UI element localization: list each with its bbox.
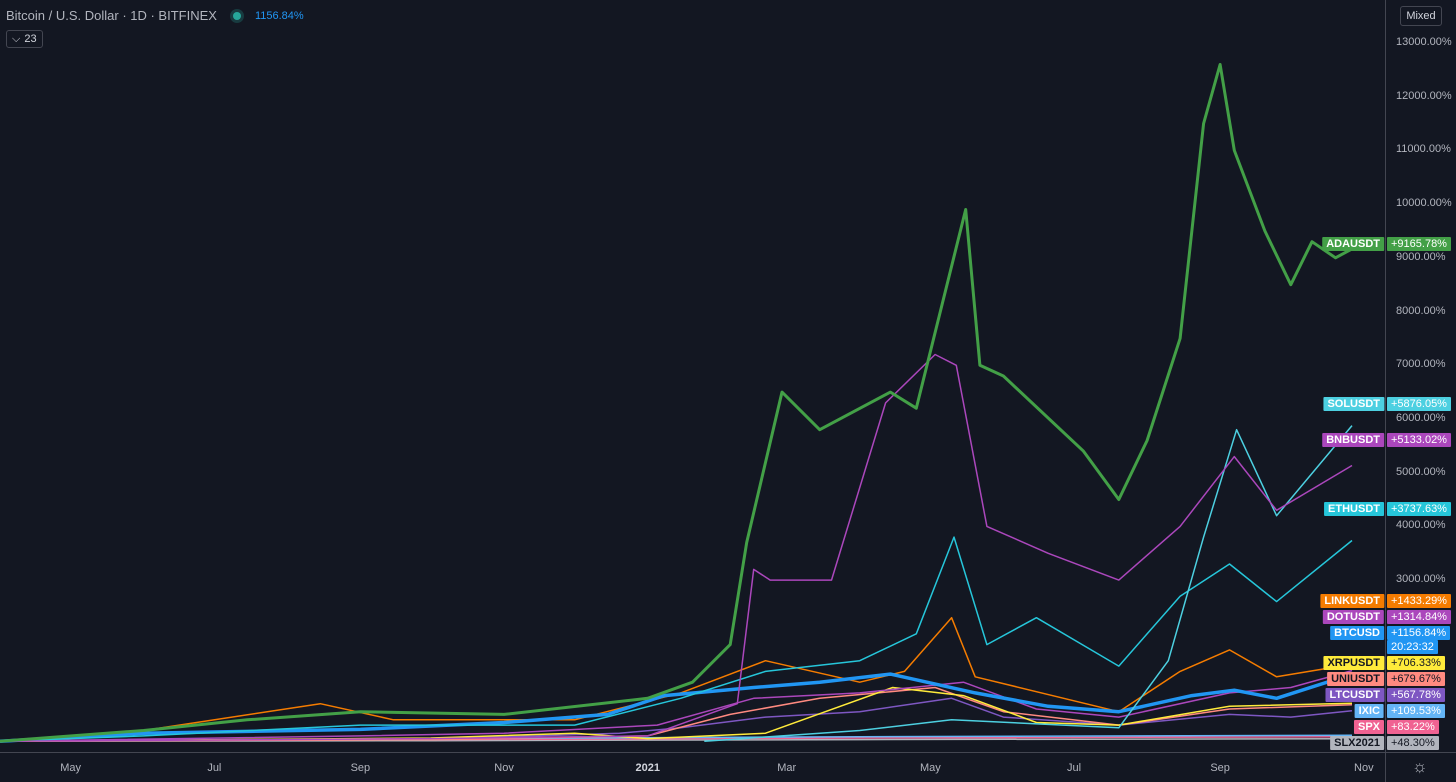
bar-countdown-tag: 20:23:32 bbox=[1387, 640, 1438, 654]
price-axis-tick: 10000.00% bbox=[1396, 197, 1452, 210]
series-name-tag[interactable]: BTCUSD bbox=[1330, 626, 1384, 640]
series-name-tag[interactable]: SOLUSDT bbox=[1323, 397, 1384, 411]
price-axis-tick: 11000.00% bbox=[1396, 143, 1451, 156]
symbol-change-value: 1156.84% bbox=[254, 9, 304, 22]
series-line-ethusdt[interactable] bbox=[0, 536, 1353, 743]
time-axis-tick: Nov bbox=[494, 762, 514, 774]
time-axis-tick: Sep bbox=[1210, 762, 1230, 774]
series-value-tag: +3737.63% bbox=[1387, 502, 1451, 516]
time-axis-tick: May bbox=[60, 762, 82, 774]
price-axis-tick: 7000.00% bbox=[1396, 358, 1446, 371]
series-line-btcusd[interactable] bbox=[0, 672, 1353, 744]
chart-legend-header: Bitcoin / U.S. Dollar · 1D · BITFINEX 11… bbox=[6, 8, 304, 23]
indicator-count: 23 bbox=[24, 33, 37, 45]
time-axis-tick: Jul bbox=[1067, 762, 1082, 774]
time-axis[interactable] bbox=[0, 752, 1385, 782]
price-axis-tick: 8000.00% bbox=[1396, 304, 1446, 317]
series-line-xrpusdt[interactable] bbox=[0, 686, 1353, 743]
time-axis-tick: May bbox=[920, 762, 941, 774]
series-line-bnbusdt[interactable] bbox=[0, 353, 1353, 743]
axis-corner bbox=[1385, 752, 1456, 782]
series-value-tag: +1433.29% bbox=[1387, 594, 1451, 608]
settings-gear-icon[interactable]: ☼ bbox=[1412, 757, 1428, 776]
series-name-tag[interactable]: ETHUSDT bbox=[1324, 502, 1384, 516]
series-name-tag[interactable]: SPX bbox=[1353, 720, 1384, 734]
series-value-tag: +83.22% bbox=[1387, 720, 1439, 734]
series-value-tag: +5876.05% bbox=[1387, 397, 1451, 411]
indicators-collapse-button[interactable]: ⌵ 23 bbox=[6, 30, 43, 48]
time-axis-tick: 2021 bbox=[635, 762, 660, 774]
series-value-tag: +109.53% bbox=[1387, 704, 1445, 718]
time-axis-tick: Jul bbox=[207, 762, 222, 774]
time-axis-tick: Mar bbox=[777, 762, 797, 774]
chart-plot-area[interactable] bbox=[0, 0, 1385, 752]
series-name-tag[interactable]: IXIC bbox=[1354, 704, 1384, 718]
price-axis-tick: 9000.00% bbox=[1396, 250, 1446, 263]
symbol-title[interactable]: Bitcoin / U.S. Dollar · 1D · BITFINEX bbox=[6, 8, 217, 23]
series-value-tag: +1156.84% bbox=[1387, 626, 1451, 640]
series-value-tag: +1314.84% bbox=[1387, 610, 1451, 624]
series-name-tag[interactable]: SLX2021 bbox=[1330, 736, 1384, 750]
time-axis-tick: Sep bbox=[350, 762, 371, 774]
series-name-tag[interactable]: XRPUSDT bbox=[1323, 656, 1384, 670]
series-name-tag[interactable]: UNIUSDT bbox=[1327, 672, 1384, 686]
series-line-solusdt[interactable] bbox=[704, 425, 1353, 743]
scale-mode-button[interactable]: Mixed bbox=[1400, 6, 1442, 26]
price-axis-tick: 5000.00% bbox=[1396, 465, 1446, 478]
series-value-tag: +706.33% bbox=[1387, 656, 1445, 670]
series-name-tag[interactable]: BNBUSDT bbox=[1322, 433, 1384, 447]
series-name-tag[interactable]: LINKUSDT bbox=[1320, 594, 1384, 608]
price-axis-tick: 4000.00% bbox=[1396, 519, 1446, 532]
series-value-tag: +679.67% bbox=[1387, 672, 1445, 686]
price-axis-tick: 12000.00% bbox=[1396, 89, 1452, 102]
series-name-tag[interactable]: ADAUSDT bbox=[1322, 237, 1384, 251]
series-value-tag: +567.78% bbox=[1387, 688, 1445, 702]
series-layer bbox=[0, 63, 1360, 744]
price-axis-tick: 3000.00% bbox=[1396, 573, 1446, 586]
time-axis-tick: Nov bbox=[1354, 762, 1374, 774]
market-status-icon bbox=[232, 11, 241, 20]
chevron-down-icon: ⌵ bbox=[12, 32, 21, 45]
price-axis-tick: 13000.00% bbox=[1396, 35, 1452, 48]
price-axis-tick: 6000.00% bbox=[1396, 411, 1446, 424]
series-name-tag[interactable]: LTCUSDT bbox=[1325, 688, 1384, 702]
series-line-adausdt[interactable] bbox=[0, 63, 1353, 743]
series-name-tag[interactable]: DOTUSDT bbox=[1322, 610, 1384, 624]
series-value-tag: +5133.02% bbox=[1387, 433, 1451, 447]
series-value-tag: +9165.78% bbox=[1387, 237, 1451, 251]
series-value-tag: +48.30% bbox=[1387, 736, 1439, 750]
